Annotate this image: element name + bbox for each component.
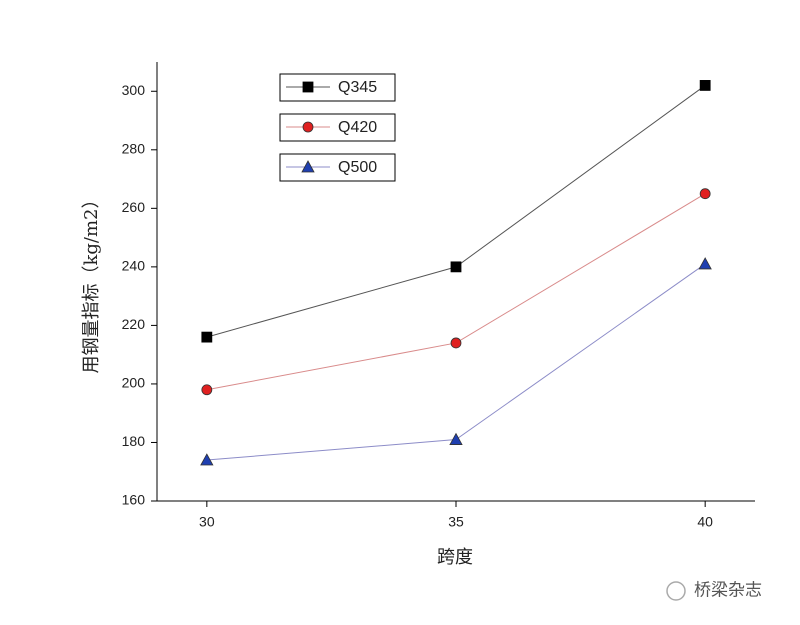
marker xyxy=(201,331,213,343)
marker xyxy=(699,80,711,91)
x-tick-label: 30 xyxy=(199,514,215,530)
y-tick-label: 240 xyxy=(122,258,146,274)
y-tick-label: 200 xyxy=(122,375,146,391)
marker xyxy=(699,188,711,200)
legend-marker xyxy=(301,160,315,173)
marker xyxy=(200,453,214,466)
legend-label: Q345 xyxy=(338,79,377,96)
y-tick-label: 280 xyxy=(122,141,146,157)
marker xyxy=(201,384,213,396)
y-tick-label: 180 xyxy=(122,433,146,449)
marker xyxy=(450,337,462,349)
series-line xyxy=(206,193,706,391)
legend-marker xyxy=(302,81,314,93)
series-line xyxy=(206,263,706,461)
watermark-icon xyxy=(666,581,686,601)
x-tick-label: 40 xyxy=(697,514,713,530)
x-tick-label: 35 xyxy=(448,514,464,530)
legend-marker xyxy=(302,121,314,133)
y-tick-label: 160 xyxy=(122,492,146,508)
marker xyxy=(449,432,463,445)
marker xyxy=(450,261,462,273)
x-axis-label: 跨度 xyxy=(437,547,473,568)
y-tick-label: 220 xyxy=(122,316,146,332)
legend-label: Q500 xyxy=(338,159,377,176)
legend-label: Q420 xyxy=(338,119,377,136)
marker xyxy=(698,257,712,270)
watermark-text: 桥梁杂志 xyxy=(694,581,762,601)
y-tick-label: 300 xyxy=(122,82,146,98)
y-axis-label: 用钢量指标（kg/m2） xyxy=(81,190,102,373)
watermark: 桥梁杂志 xyxy=(666,581,762,601)
y-tick-label: 260 xyxy=(122,199,146,215)
